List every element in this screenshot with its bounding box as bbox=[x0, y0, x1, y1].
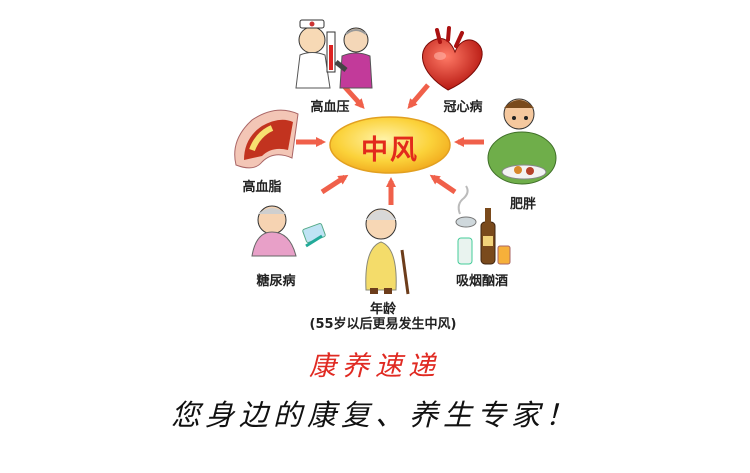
hypertension-illustration bbox=[295, 19, 373, 89]
smoking-drinking-illustration bbox=[455, 185, 511, 265]
blood-vessel-illustration bbox=[234, 109, 299, 169]
label-smoking-drinking: 吸烟酗酒 bbox=[455, 274, 509, 289]
label-hypertension: 高血压 bbox=[310, 100, 350, 115]
brand-name: 康养速递 bbox=[309, 351, 441, 382]
obesity-illustration bbox=[487, 98, 557, 185]
label-age: 年龄 bbox=[369, 302, 397, 317]
brand-slogan: 您身边的康复、养生专家！ bbox=[170, 398, 580, 432]
label-hyperlipidemia: 高血脂 bbox=[242, 180, 282, 195]
age-illustration bbox=[365, 208, 410, 295]
arrow-heart-disease bbox=[407, 83, 430, 110]
center-label-stroke: 中风 bbox=[361, 135, 419, 166]
label-diabetes: 糖尿病 bbox=[256, 274, 296, 289]
diabetes-illustration bbox=[251, 205, 326, 257]
risk-arrows bbox=[296, 83, 484, 205]
heart-illustration bbox=[422, 26, 483, 91]
label-obesity: 肥胖 bbox=[509, 197, 537, 212]
label-age-note: (55岁以后更易发生中风) bbox=[309, 317, 457, 332]
center-ellipse bbox=[329, 116, 451, 174]
label-heart-disease: 冠心病 bbox=[443, 100, 483, 115]
arrow-smoking-drinking bbox=[429, 174, 457, 195]
arrow-diabetes bbox=[320, 174, 349, 195]
